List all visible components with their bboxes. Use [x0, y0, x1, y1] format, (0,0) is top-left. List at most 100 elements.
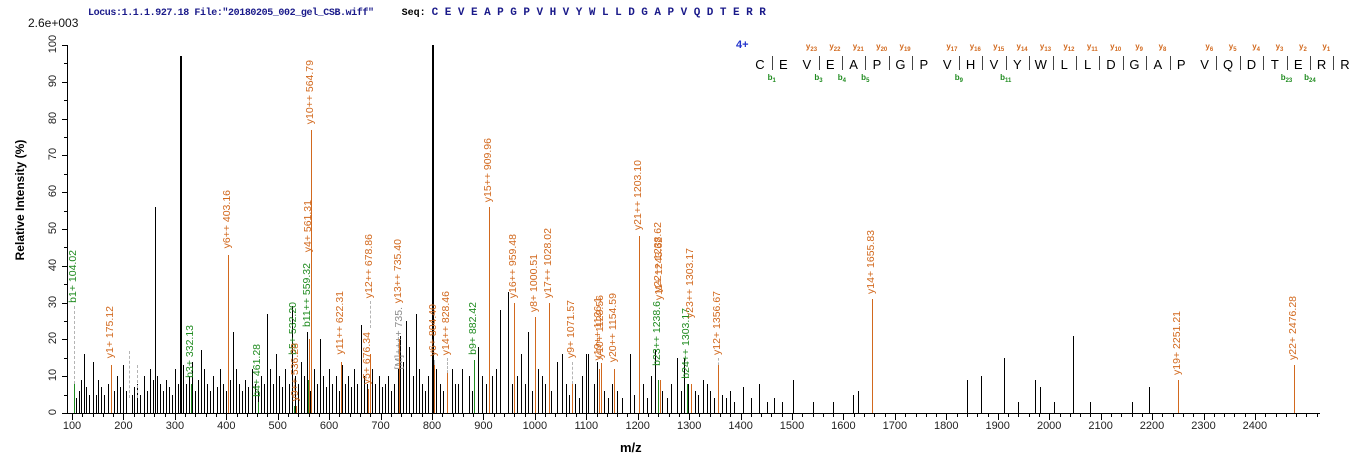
x-minor-tick — [1316, 414, 1318, 417]
y-ion-peak — [614, 368, 616, 413]
x-minor-tick — [1090, 414, 1092, 417]
spectrum-peak — [273, 383, 275, 413]
spectrum-peak — [182, 365, 184, 413]
spectrum-peak — [622, 398, 624, 413]
spectrum-peak — [561, 354, 563, 413]
b-ion-tag: b4 — [837, 73, 846, 84]
peak-label: y13++ 735.40 — [391, 239, 404, 304]
y-ion-peak — [571, 383, 573, 413]
spectrum-peak — [575, 383, 576, 413]
residue-letter: V — [942, 57, 952, 72]
spectrum-peak — [568, 394, 570, 413]
x-minor-tick — [102, 414, 104, 417]
spectrum-peak — [733, 402, 735, 413]
y-major-tick — [62, 81, 67, 83]
y-ion-peak — [434, 365, 436, 413]
x-minor-tick — [966, 414, 968, 417]
x-major-tick — [1100, 414, 1102, 420]
spectrum-peak — [578, 398, 580, 413]
y-ion-tag: y19 — [899, 42, 911, 53]
x-minor-tick — [442, 414, 444, 417]
spectrum-peak — [418, 368, 420, 413]
spectrum-peak — [222, 383, 224, 413]
spectrum-peak — [180, 56, 182, 413]
x-axis-line — [67, 413, 1320, 414]
spectrum-peak — [647, 398, 648, 413]
spectrum-peak — [288, 383, 290, 413]
spectrum-peak — [245, 379, 247, 413]
x-minor-tick — [853, 414, 855, 417]
cleavage-mark — [1099, 56, 1101, 70]
x-major-tick — [174, 414, 176, 420]
x-minor-tick — [185, 414, 187, 417]
spectrum-peak — [378, 376, 380, 413]
cleavage-mark — [865, 56, 867, 70]
x-minor-tick — [360, 414, 361, 417]
spectrum-peak — [439, 383, 441, 413]
cleavage-mark — [1005, 56, 1007, 70]
x-tick-label: 700 — [371, 420, 390, 432]
x-minor-tick — [514, 414, 516, 417]
spectrum-peak — [551, 390, 553, 413]
x-major-tick — [226, 414, 228, 420]
spectrum-peak — [264, 383, 266, 413]
x-major-tick — [72, 414, 73, 420]
y-major-tick — [62, 339, 67, 341]
spectrum-peak — [169, 387, 171, 413]
residue-letter: G — [895, 57, 906, 72]
spectrum-peak — [629, 354, 631, 413]
x-minor-tick — [205, 414, 207, 417]
b-ion-tag: b24 — [1304, 73, 1316, 84]
label-connector-dash — [571, 361, 573, 384]
spectrum-peak — [270, 368, 271, 413]
cleavage-mark — [888, 56, 890, 70]
x-minor-tick — [822, 414, 824, 417]
spectrum-peak — [499, 310, 501, 413]
spectrum-peak — [204, 368, 206, 413]
x-minor-tick — [709, 414, 711, 417]
y-ion-peak — [549, 302, 551, 413]
x-major-tick — [1254, 414, 1256, 420]
cleavage-mark — [1263, 56, 1265, 70]
header-line: Locus:1.1.1.927.18 File:"20180205_002_ge… — [88, 7, 772, 19]
x-minor-tick — [1080, 414, 1081, 417]
x-minor-tick — [144, 414, 145, 417]
spectrum-peak — [251, 368, 253, 413]
x-minor-tick — [555, 414, 557, 417]
spectrum-peak — [642, 383, 644, 413]
spectrum-peak — [116, 376, 118, 413]
x-tick-label: 600 — [319, 420, 339, 432]
x-minor-tick — [236, 414, 238, 417]
y-ion-tag: y21 — [852, 42, 864, 53]
cleavage-mark — [1052, 56, 1054, 70]
spectrum-peak — [329, 368, 331, 413]
x-minor-tick — [246, 414, 248, 417]
spectrum-peak — [149, 368, 151, 413]
spectrum-peak — [661, 390, 663, 413]
spectrum-peak — [1054, 402, 1056, 413]
peak-label: b3+ 332.13 — [184, 325, 197, 378]
x-minor-tick — [164, 414, 166, 417]
x-minor-tick — [1224, 414, 1225, 417]
y-minor-tick — [64, 137, 67, 138]
spectrum-peak — [338, 390, 340, 413]
x-tick-label: 1100 — [574, 420, 599, 432]
y-axis-title: Relative Intensity (%) — [13, 139, 27, 261]
x-minor-tick — [1121, 414, 1123, 417]
y-ion-peak — [535, 317, 537, 413]
x-tick-label: 1500 — [779, 420, 805, 432]
spectrum-peak — [1148, 387, 1150, 413]
spectrum-peak — [698, 394, 700, 413]
x-minor-tick — [617, 414, 619, 417]
spectrum-peak — [107, 383, 109, 413]
spectrum-peak — [93, 361, 95, 413]
precursor-charge-label: 4+ — [736, 39, 749, 51]
y-major-tick — [62, 413, 67, 414]
spectrum-peak — [126, 390, 127, 413]
y-major-tick — [62, 192, 67, 194]
x-minor-tick — [524, 414, 526, 417]
x-tick-label: 2400 — [1242, 420, 1268, 432]
spectrum-peak — [229, 379, 231, 413]
cleavage-mark — [912, 56, 914, 70]
b-ion-tag: b5 — [861, 73, 870, 84]
